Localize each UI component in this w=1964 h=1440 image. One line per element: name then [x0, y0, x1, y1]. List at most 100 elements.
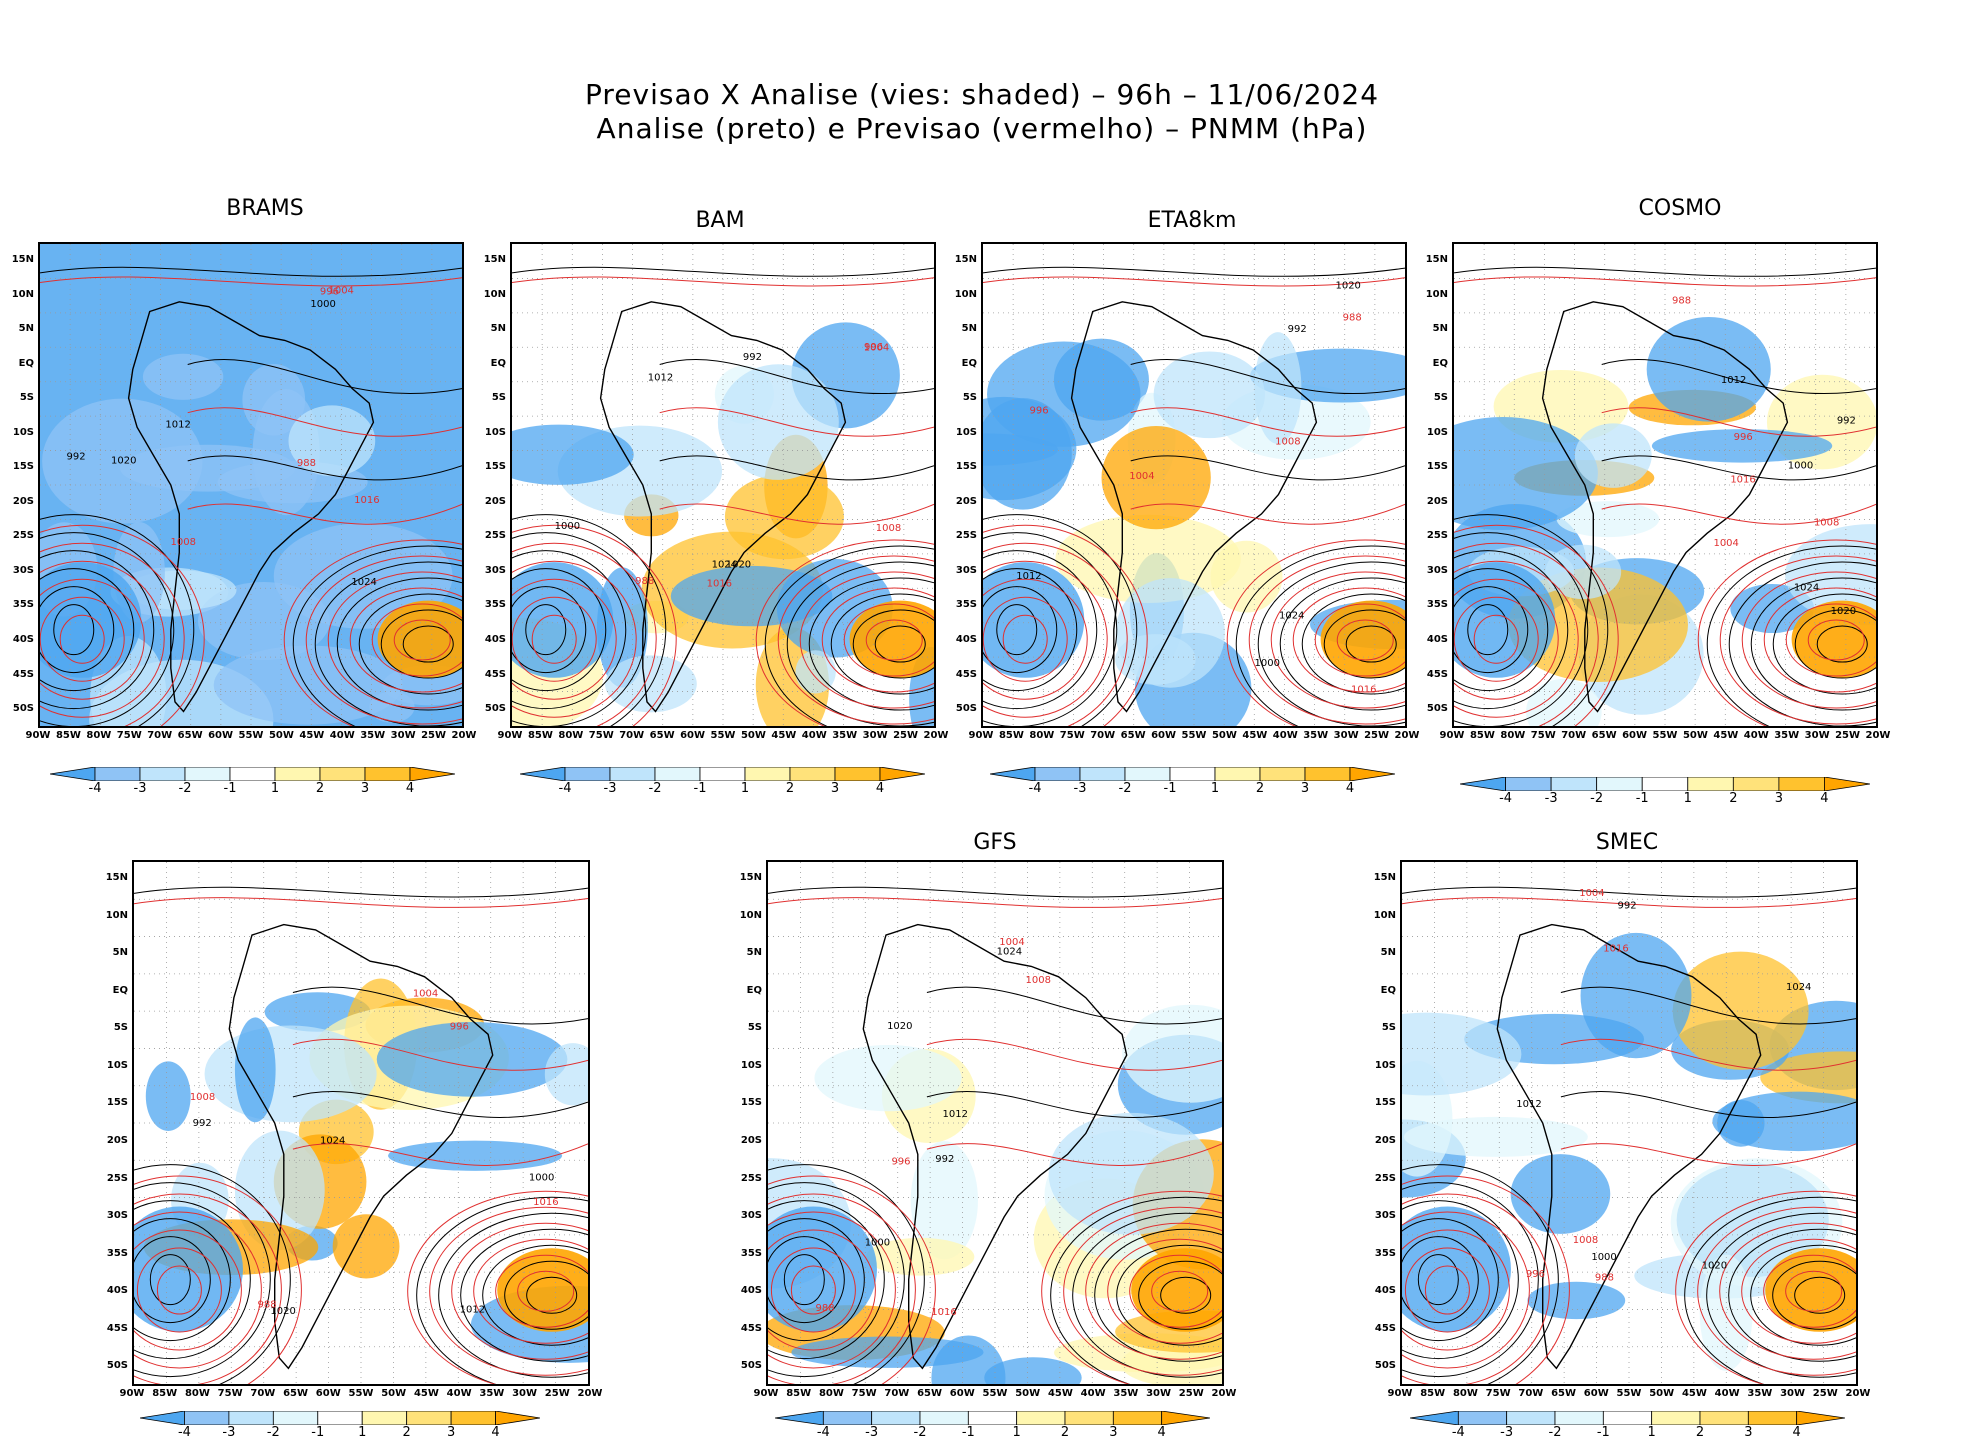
map-panel: 1016 1012 1008 1020 1004 992 988 1000 996 1024 — [766, 860, 1224, 1386]
colorbar-swatches — [139, 1410, 541, 1426]
x-tick-label: 35W — [1113, 1388, 1139, 1399]
contour-label: 1016 — [533, 1197, 558, 1208]
x-tick-label: 55W — [1652, 730, 1678, 741]
y-tick-label: 25S — [955, 530, 977, 542]
x-tick-label: 50W — [1211, 730, 1237, 741]
south-america-coastline — [228, 923, 494, 1370]
colorbar-swatches — [989, 766, 1396, 782]
contour-label: 1000 — [865, 1237, 890, 1248]
y-tick-label: 50S — [1374, 1360, 1396, 1372]
x-tick-label: 85W — [1469, 730, 1495, 741]
colorbar-swatch — [274, 766, 321, 782]
y-tick-label: 15N — [954, 254, 977, 265]
colorbar-label: 2 — [1695, 1425, 1705, 1440]
contour-labels: 1016 1012 1008 1020 1004 992 988 1000 996 1024 — [190, 989, 559, 1317]
contour-label: 1012 — [1516, 1099, 1541, 1110]
y-tick-label: 5N — [746, 947, 762, 959]
x-tick-label: 55W — [238, 730, 264, 741]
x-tick-label: 75W — [1059, 730, 1085, 741]
x-tick-label: 30W — [1333, 730, 1359, 741]
colorbar-label: 1 — [1683, 791, 1692, 806]
colorbar — [1409, 1410, 1846, 1429]
colorbar-label: -3 — [1073, 781, 1087, 796]
x-tick-label: 70W — [147, 730, 173, 741]
colorbar-swatch — [1505, 776, 1552, 792]
y-tick-label: 5N — [112, 947, 128, 959]
x-tick-label: 80W — [1452, 1388, 1478, 1399]
colorbar-label: -3 — [1544, 791, 1558, 806]
contour-label: 996 — [1526, 1269, 1545, 1280]
x-tick-label: 35W — [832, 730, 858, 741]
colorbar-swatch — [1457, 1410, 1508, 1426]
x-tick-label: 45W — [413, 1388, 439, 1399]
contour-label: 1012 — [1016, 571, 1041, 582]
colorbar-label: 3 — [1774, 791, 1784, 806]
contour-label: 1000 — [555, 521, 580, 532]
x-tick-label: 70W — [1090, 730, 1116, 741]
colorbar-label: 2 — [785, 781, 795, 796]
y-tick-label: 30S — [955, 564, 977, 576]
y-tick-label: 50S — [955, 703, 977, 715]
colorbar-swatch — [1169, 766, 1216, 782]
y-tick-label: 20S — [740, 1135, 762, 1147]
colorbar-label: -4 — [558, 781, 572, 796]
map-canvas: 1016 1012 1008 1020 1004 992 988 1000 996 1024 — [512, 244, 934, 726]
y-tick-label: 10S — [484, 426, 506, 438]
panel-title: GFS — [973, 830, 1017, 855]
colorbar-swatch — [184, 766, 231, 782]
map-panel: 1016 1012 1008 1020 1004 992 988 1000 996 1024 — [510, 242, 936, 728]
colorbar-label: 3 — [360, 781, 370, 796]
y-tick-label: 15S — [12, 461, 34, 473]
y-tick-label: 45S — [955, 668, 977, 680]
x-tick-label: 55W — [1181, 730, 1207, 741]
x-tick-label: 65W — [917, 1388, 943, 1399]
contour-label: 1008 — [1573, 1235, 1598, 1246]
x-tick-label: 30W — [862, 730, 888, 741]
contour-label: 1020 — [1702, 1260, 1727, 1271]
x-tick-label: 70W — [619, 730, 645, 741]
contour-label: 992 — [1288, 324, 1307, 335]
colorbar-swatch — [564, 766, 611, 782]
colorbar-swatch — [1016, 1410, 1066, 1426]
x-tick-label: 25W — [893, 730, 919, 741]
south-america-coastline — [1070, 301, 1318, 713]
isobars — [983, 266, 1405, 726]
contour-label: 988 — [1672, 296, 1691, 307]
contour-label: 1012 — [1721, 375, 1746, 386]
colorbar-swatch — [228, 1410, 274, 1426]
colorbar-swatch — [1554, 1410, 1604, 1426]
x-tick-label: 20W — [1394, 730, 1420, 741]
y-tick-label: 10N — [11, 288, 34, 300]
colorbar-label: -1 — [1635, 791, 1649, 806]
lat-lon-grid — [1402, 862, 1856, 1384]
colorbar — [49, 766, 456, 785]
y-tick-label: 5S — [1381, 1022, 1396, 1034]
contour-label: 988 — [1343, 313, 1362, 324]
isobars — [768, 886, 1222, 1384]
colorbar-swatch — [1161, 1410, 1211, 1426]
y-tick-label: 40S — [12, 634, 34, 645]
contour-label: 988 — [1595, 1273, 1614, 1284]
x-tick-label: 80W — [184, 1388, 210, 1399]
contour-label: 1000 — [1788, 460, 1813, 471]
colorbar-label: -1 — [1596, 1425, 1610, 1440]
colorbar-label: -3 — [1500, 1425, 1514, 1440]
south-america-coastline — [599, 301, 847, 713]
colorbar-swatch — [1214, 766, 1261, 782]
colorbar-swatch — [450, 1410, 496, 1426]
colorbar-swatch — [834, 766, 881, 782]
y-tick-label: 35S — [740, 1247, 762, 1259]
x-tick-label: 75W — [1530, 730, 1556, 741]
colorbar-label: 1 — [740, 781, 750, 796]
colorbar-label: -4 — [816, 1425, 830, 1440]
x-tick-label: 85W — [786, 1388, 812, 1399]
y-tick-label: 45S — [484, 668, 506, 680]
x-tick-label: 90W — [1387, 1388, 1413, 1399]
bias-shading — [983, 332, 1405, 726]
y-tick-label: EQ — [1380, 984, 1396, 996]
contour-label: 996 — [864, 342, 883, 353]
colorbar-label: 1 — [358, 1425, 367, 1440]
x-tick-label: 45W — [299, 730, 325, 741]
contour-label: 1020 — [111, 455, 136, 466]
y-tick-label: 10N — [739, 909, 762, 921]
